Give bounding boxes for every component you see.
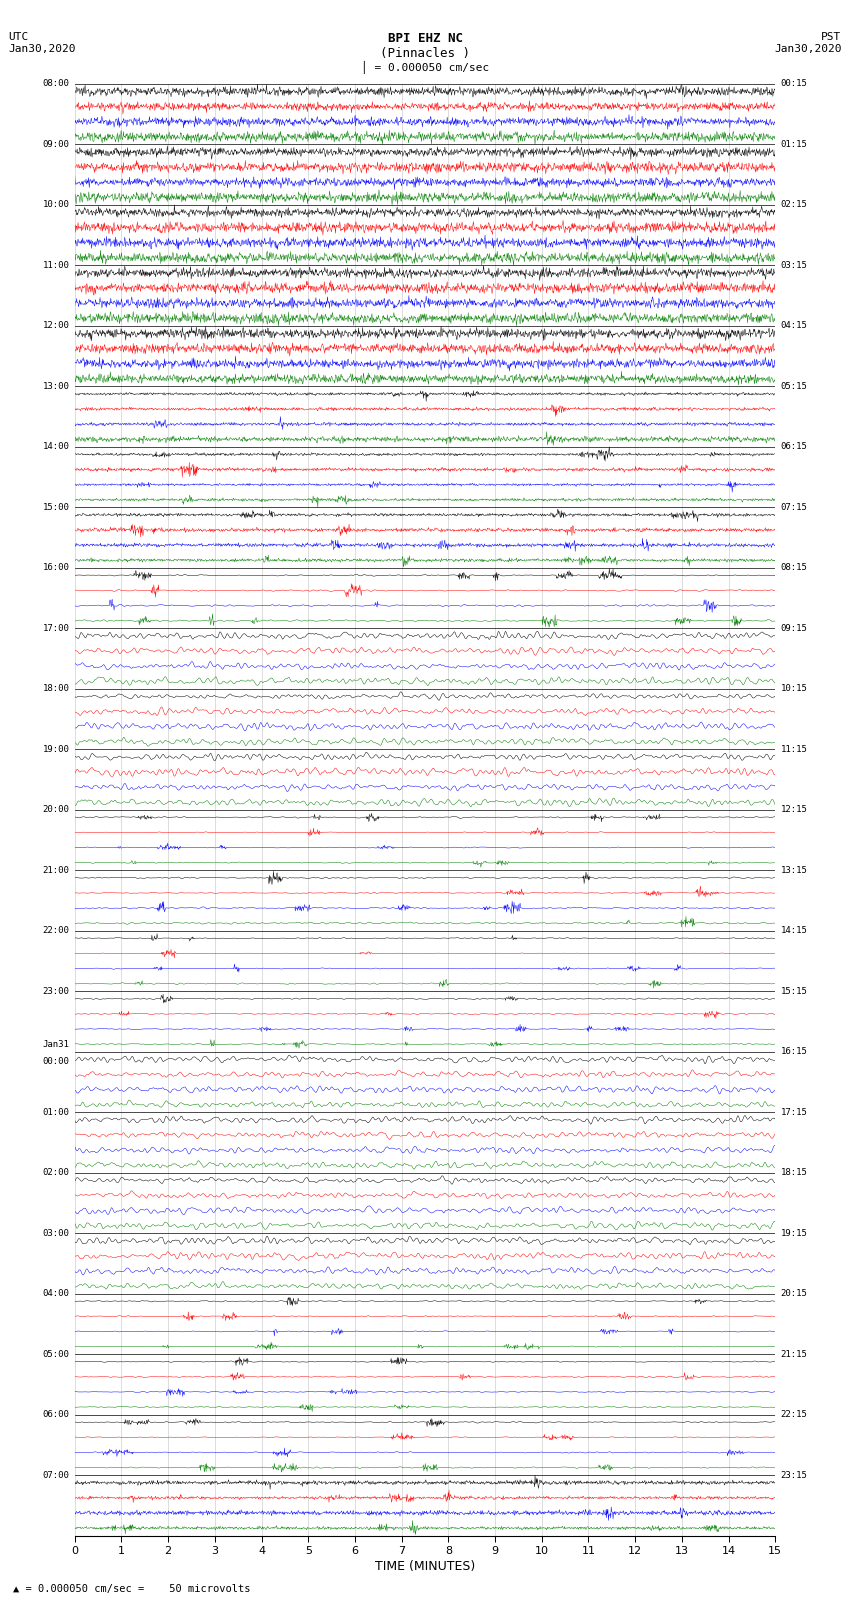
Text: 16:15: 16:15 bbox=[781, 1047, 807, 1057]
Text: 09:15: 09:15 bbox=[781, 624, 807, 632]
Text: BPI EHZ NC: BPI EHZ NC bbox=[388, 32, 462, 45]
Text: 19:00: 19:00 bbox=[42, 745, 69, 753]
X-axis label: TIME (MINUTES): TIME (MINUTES) bbox=[375, 1560, 475, 1573]
Text: 04:00: 04:00 bbox=[42, 1289, 69, 1298]
Text: 12:00: 12:00 bbox=[42, 321, 69, 331]
Text: 02:00: 02:00 bbox=[42, 1168, 69, 1177]
Text: 17:00: 17:00 bbox=[42, 624, 69, 632]
Text: 12:15: 12:15 bbox=[781, 805, 807, 815]
Text: 08:00: 08:00 bbox=[42, 79, 69, 89]
Text: 06:15: 06:15 bbox=[781, 442, 807, 452]
Text: 16:00: 16:00 bbox=[42, 563, 69, 573]
Text: 05:00: 05:00 bbox=[42, 1350, 69, 1358]
Text: ▲ = 0.000050 cm/sec =    50 microvolts: ▲ = 0.000050 cm/sec = 50 microvolts bbox=[13, 1584, 250, 1594]
Text: 19:15: 19:15 bbox=[781, 1229, 807, 1237]
Text: Jan30,2020: Jan30,2020 bbox=[774, 44, 842, 53]
Text: 07:15: 07:15 bbox=[781, 503, 807, 511]
Text: 22:15: 22:15 bbox=[781, 1410, 807, 1419]
Text: Jan31: Jan31 bbox=[42, 1040, 69, 1048]
Text: 14:15: 14:15 bbox=[781, 926, 807, 936]
Text: 04:15: 04:15 bbox=[781, 321, 807, 331]
Text: 18:00: 18:00 bbox=[42, 684, 69, 694]
Text: 18:15: 18:15 bbox=[781, 1168, 807, 1177]
Text: 20:15: 20:15 bbox=[781, 1289, 807, 1298]
Text: 21:00: 21:00 bbox=[42, 866, 69, 874]
Text: 17:15: 17:15 bbox=[781, 1108, 807, 1116]
Text: 02:15: 02:15 bbox=[781, 200, 807, 210]
Text: (Pinnacles ): (Pinnacles ) bbox=[380, 47, 470, 60]
Text: 10:15: 10:15 bbox=[781, 684, 807, 694]
Text: 00:15: 00:15 bbox=[781, 79, 807, 89]
Text: 01:00: 01:00 bbox=[42, 1108, 69, 1116]
Text: 11:15: 11:15 bbox=[781, 745, 807, 753]
Text: 13:15: 13:15 bbox=[781, 866, 807, 874]
Text: 21:15: 21:15 bbox=[781, 1350, 807, 1358]
Text: 22:00: 22:00 bbox=[42, 926, 69, 936]
Text: 15:00: 15:00 bbox=[42, 503, 69, 511]
Text: 23:00: 23:00 bbox=[42, 987, 69, 995]
Text: 09:00: 09:00 bbox=[42, 140, 69, 148]
Text: 10:00: 10:00 bbox=[42, 200, 69, 210]
Text: 01:15: 01:15 bbox=[781, 140, 807, 148]
Text: 05:15: 05:15 bbox=[781, 382, 807, 390]
Text: Jan30,2020: Jan30,2020 bbox=[8, 44, 76, 53]
Text: 06:00: 06:00 bbox=[42, 1410, 69, 1419]
Text: │ = 0.000050 cm/sec: │ = 0.000050 cm/sec bbox=[361, 61, 489, 74]
Text: 03:15: 03:15 bbox=[781, 261, 807, 269]
Text: UTC: UTC bbox=[8, 32, 29, 42]
Text: 00:00: 00:00 bbox=[42, 1057, 69, 1066]
Text: 15:15: 15:15 bbox=[781, 987, 807, 995]
Text: 20:00: 20:00 bbox=[42, 805, 69, 815]
Text: 13:00: 13:00 bbox=[42, 382, 69, 390]
Text: 03:00: 03:00 bbox=[42, 1229, 69, 1237]
Text: 08:15: 08:15 bbox=[781, 563, 807, 573]
Text: 14:00: 14:00 bbox=[42, 442, 69, 452]
Text: 23:15: 23:15 bbox=[781, 1471, 807, 1479]
Text: PST: PST bbox=[821, 32, 842, 42]
Text: 07:00: 07:00 bbox=[42, 1471, 69, 1479]
Text: 11:00: 11:00 bbox=[42, 261, 69, 269]
